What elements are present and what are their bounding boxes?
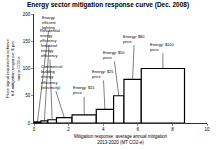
- svg-text:150: 150: [23, 39, 31, 44]
- svg-text:Energy: $100price: Energy: $100price: [150, 42, 175, 52]
- svg-text:8: 8: [171, 127, 174, 132]
- svg-text:Commercialbuildingenergyeffici: Commercialbuildingenergyefficiency(elect…: [41, 64, 62, 90]
- svg-text:Mitigation response: average a: Mitigation response: average annual miti…: [74, 134, 168, 145]
- svg-text:Energy: $15price: Energy: $15price: [73, 85, 95, 95]
- svg-text:200: 200: [23, 12, 31, 17]
- svg-text:10: 10: [204, 127, 210, 132]
- svg-text:Energyefficientlighting: Energyefficientlighting: [42, 15, 57, 30]
- svg-text:Energy: $50price: Energy: $50price: [103, 50, 125, 60]
- svg-text:Energy sector mitigation respo: Energy sector mitigation response curve …: [27, 1, 189, 9]
- svg-text:100: 100: [23, 66, 31, 71]
- svg-text:6: 6: [137, 127, 140, 132]
- svg-text:Energy: $25price: Energy: $25price: [92, 69, 114, 79]
- svg-text:Price signal required to achie: Price signal required to achievefull mit…: [5, 39, 21, 98]
- svg-text:Industrialenergyefficiency: Industrialenergyefficiency: [41, 43, 58, 58]
- svg-text:Residentialenergyefficiency: Residentialenergyefficiency: [40, 28, 60, 43]
- svg-text:50: 50: [25, 93, 31, 98]
- svg-text:0: 0: [33, 127, 36, 132]
- svg-text:0: 0: [28, 121, 31, 126]
- svg-text:Energy: $80price: Energy: $80price: [123, 34, 145, 44]
- svg-text:4: 4: [102, 127, 105, 132]
- svg-text:2: 2: [67, 127, 70, 132]
